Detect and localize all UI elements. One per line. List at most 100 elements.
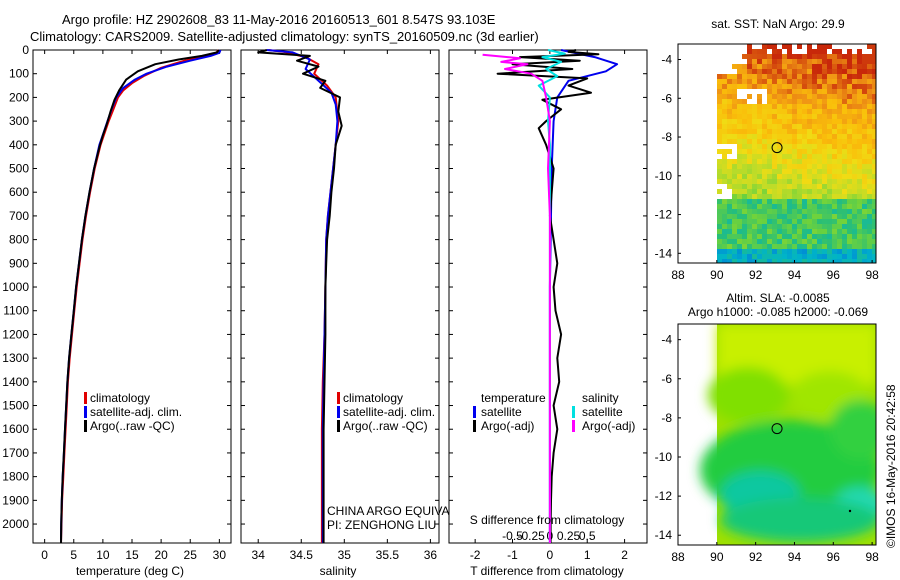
- sst-cell: [872, 194, 876, 199]
- sst-cell: [827, 159, 832, 164]
- sst-cell: [752, 229, 757, 234]
- sst-cell: [817, 199, 822, 204]
- sst-cell: [847, 104, 852, 109]
- map-y-tick-label: -8: [661, 411, 672, 425]
- temperature-panel: 0100200300400500600700800900100011001200…: [2, 43, 232, 578]
- sst-cell: [862, 124, 867, 129]
- sst-cell: [852, 69, 857, 74]
- sst-cell: [827, 154, 832, 159]
- sst-cell: [792, 109, 797, 114]
- sst-cell: [847, 174, 852, 179]
- sst-cell: [722, 249, 727, 254]
- sst-cell: [767, 64, 772, 69]
- sst-cell: [812, 144, 817, 149]
- sst-cell: [772, 124, 777, 129]
- sst-cell: [827, 139, 832, 144]
- sst-cell: [852, 114, 857, 119]
- sst-cell: [742, 199, 747, 204]
- sst-cell: [742, 79, 747, 84]
- sst-cell: [852, 154, 857, 159]
- sst-cell: [807, 44, 812, 49]
- sst-cell: [752, 209, 757, 214]
- sst-cell: [872, 54, 876, 59]
- sst-cell: [747, 254, 752, 259]
- sst-cell: [872, 49, 876, 54]
- sst-cell: [752, 69, 757, 74]
- sst-cell: [837, 54, 842, 59]
- sst-cell: [867, 69, 872, 74]
- sst-cell: [792, 244, 797, 249]
- sst-cell: [757, 134, 762, 139]
- sst-cell: [722, 124, 727, 129]
- sla-map-ticks: 88 90 92 94 96 98 -4 -6 -8 -10 -12 -14: [655, 333, 879, 564]
- sst-cell: [792, 164, 797, 169]
- sst-cell: [767, 44, 772, 49]
- sst-cell: [722, 79, 727, 84]
- y-tick-label: 900: [9, 256, 29, 270]
- sst-cell: [767, 209, 772, 214]
- sst-cell: [757, 79, 762, 84]
- sst-cell: [807, 184, 812, 189]
- sst-cell: [752, 234, 757, 239]
- sst-cell: [782, 209, 787, 214]
- sst-cell: [722, 164, 727, 169]
- sst-cell: [852, 54, 857, 59]
- sst-cell: [742, 139, 747, 144]
- sst-cell: [812, 204, 817, 209]
- sst-cell: [757, 199, 762, 204]
- sst-cell: [792, 159, 797, 164]
- sst-cell: [872, 79, 876, 84]
- sst-cell: [787, 149, 792, 154]
- legend-label-argo: Argo(..raw -QC): [343, 419, 428, 433]
- sst-cell: [757, 169, 762, 174]
- legend-label-s-satellite: satellite: [582, 405, 623, 419]
- sst-cell: [817, 194, 822, 199]
- sst-cell: [727, 109, 732, 114]
- sst-cell: [752, 239, 757, 244]
- sst-cell: [732, 89, 737, 94]
- sst-cell: [857, 249, 862, 254]
- sst-cell: [827, 199, 832, 204]
- sst-cell: [777, 74, 782, 79]
- sst-cell: [837, 69, 842, 74]
- y-tick-label: 800: [9, 233, 29, 247]
- sst-cell: [727, 199, 732, 204]
- sst-cell: [852, 124, 857, 129]
- sst-cell: [742, 134, 747, 139]
- sst-cell: [762, 124, 767, 129]
- sst-cell: [832, 144, 837, 149]
- sst-cell: [852, 254, 857, 259]
- sst-cell: [722, 259, 727, 263]
- sst-cell: [772, 219, 777, 224]
- sst-cell: [787, 104, 792, 109]
- sst-cell: [742, 164, 747, 169]
- map-x-tick-label: 94: [788, 550, 802, 564]
- x-tick-label: 30: [213, 548, 227, 562]
- sst-cell: [842, 74, 847, 79]
- sst-cell: [727, 249, 732, 254]
- sst-cell: [827, 254, 832, 259]
- sst-cell: [767, 149, 772, 154]
- sst-cell: [792, 174, 797, 179]
- sst-cell: [822, 114, 827, 119]
- sst-cell: [762, 234, 767, 239]
- sst-cell: [747, 149, 752, 154]
- sst-cell: [727, 184, 732, 189]
- y-tick-label: 1200: [2, 327, 29, 341]
- sst-cell: [762, 189, 767, 194]
- sst-cell: [742, 229, 747, 234]
- sst-cell: [852, 229, 857, 234]
- sst-cell: [767, 184, 772, 189]
- sst-cell: [837, 124, 842, 129]
- sst-cell: [757, 104, 762, 109]
- sst-cell: [832, 49, 837, 54]
- sst-cell: [762, 194, 767, 199]
- sst-cell: [862, 84, 867, 89]
- sst-cell: [807, 219, 812, 224]
- sst-cell: [812, 69, 817, 74]
- sst-cell: [867, 239, 872, 244]
- legend-swatch-climatology: [84, 392, 87, 404]
- sst-cell: [787, 109, 792, 114]
- sst-cell: [842, 189, 847, 194]
- sst-cell: [812, 249, 817, 254]
